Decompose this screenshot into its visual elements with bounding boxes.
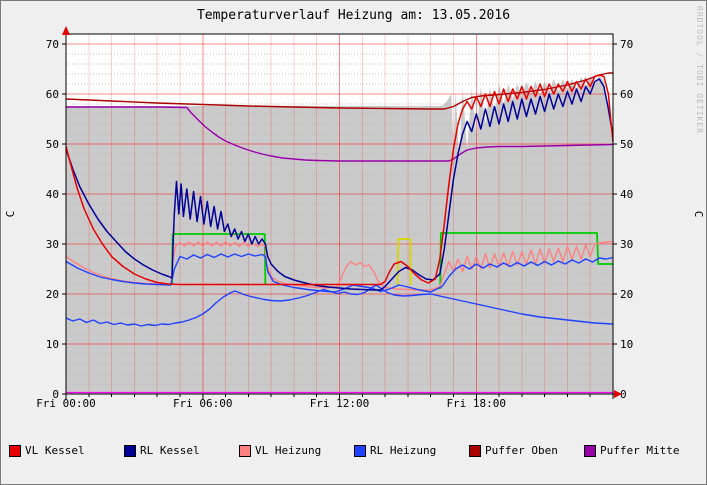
- legend-item: Puffer Mitte: [584, 443, 699, 458]
- svg-text:10: 10: [46, 338, 59, 351]
- chart-canvas: 0 0 10 10 20 20 30 30 40 40 50 50 60 60 70 70 Fri 00:00 F…: [4, 26, 705, 410]
- legend-label: RL Kessel: [140, 444, 200, 457]
- svg-text:60: 60: [46, 88, 59, 101]
- svg-text:Fri 06:00: Fri 06:00: [173, 397, 233, 410]
- svg-text:20: 20: [46, 288, 59, 301]
- legend-item: RL Heizung: [354, 443, 469, 458]
- svg-text:30: 30: [620, 238, 633, 251]
- legend-row-1: VL Kessel RL Kessel VL Heizung RL Heizung Pu…: [1, 443, 706, 458]
- legend-item: Puffer Oben: [469, 443, 584, 458]
- svg-text:0: 0: [52, 388, 59, 401]
- legend: VL Kessel RL Kessel VL Heizung RL Heizung Pu…: [1, 413, 706, 484]
- legend-label: Puffer Oben: [485, 444, 558, 457]
- legend-swatch: [354, 444, 366, 457]
- svg-text:50: 50: [620, 138, 633, 151]
- legend-item: RL Kessel: [124, 443, 239, 458]
- legend-swatch: [469, 444, 481, 457]
- svg-text:C: C: [4, 211, 17, 218]
- svg-text:Fri 18:00: Fri 18:00: [446, 397, 506, 410]
- svg-text:60: 60: [620, 88, 633, 101]
- legend-item: VL Heizung: [239, 443, 354, 458]
- legend-swatch: [124, 444, 136, 457]
- svg-text:30: 30: [46, 238, 59, 251]
- svg-text:10: 10: [620, 338, 633, 351]
- svg-text:C: C: [692, 211, 705, 218]
- svg-text:20: 20: [620, 288, 633, 301]
- chart-title: Temperaturverlauf Heizung am: 13.05.2016: [196, 8, 511, 23]
- svg-text:70: 70: [46, 38, 59, 51]
- svg-text:50: 50: [46, 138, 59, 151]
- legend-label: VL Heizung: [255, 444, 322, 457]
- svg-text:0: 0: [620, 388, 627, 401]
- legend-label: RL Heizung: [370, 444, 437, 457]
- legend-item: VL Kessel: [9, 443, 124, 458]
- legend-swatch: [584, 444, 596, 457]
- svg-text:40: 40: [46, 188, 59, 201]
- svg-text:70: 70: [620, 38, 633, 51]
- rrdtool-watermark: RRDTOOL / TOBI OETIKER: [695, 6, 704, 134]
- svg-text:Fri 12:00: Fri 12:00: [310, 397, 370, 410]
- legend-swatch: [239, 444, 251, 457]
- legend-label: Puffer Mitte: [600, 444, 680, 457]
- legend-swatch: [9, 444, 21, 457]
- legend-label: VL Kessel: [25, 444, 85, 457]
- svg-text:40: 40: [620, 188, 633, 201]
- svg-text:Fri 00:00: Fri 00:00: [36, 397, 96, 410]
